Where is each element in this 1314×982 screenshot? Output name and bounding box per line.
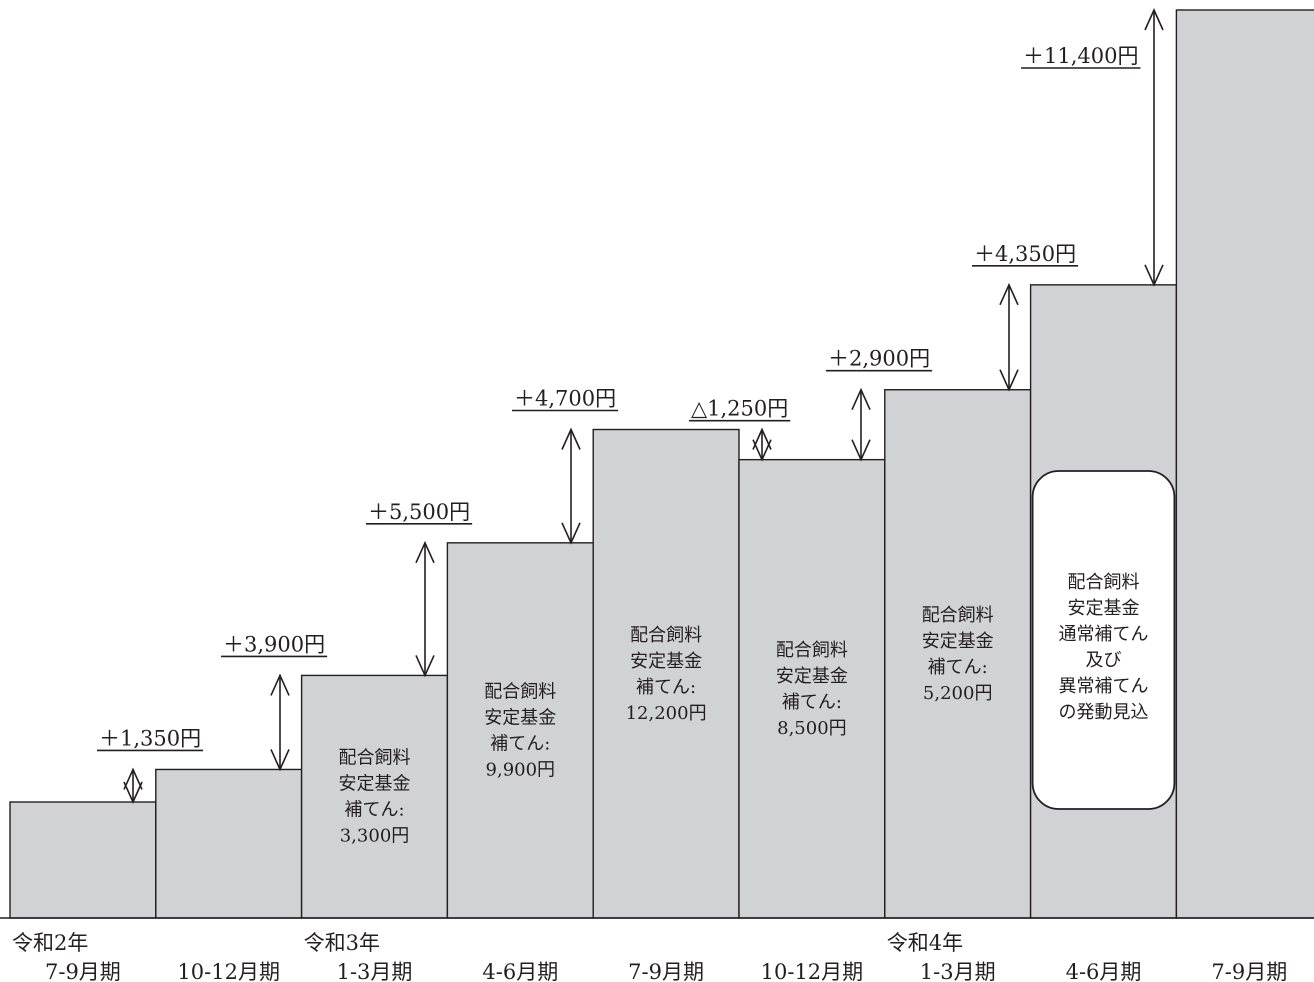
change-label-8: ＋11,400円 <box>1023 44 1138 68</box>
subsidy-text-3-3: 9,900円 <box>486 759 556 780</box>
arrow-head-up-7 <box>999 282 1019 306</box>
arrow-head-up-1 <box>123 767 143 790</box>
subsidy-text-2-0: 配合飼料 <box>339 748 411 769</box>
subsidy-text-2-3: 3,300円 <box>340 826 410 847</box>
period-label-5: 10-12月期 <box>761 960 864 982</box>
subsidy-text-3-2: 補てん: <box>490 733 550 754</box>
subsidy-text-4-2: 補てん: <box>636 677 696 698</box>
change-label-3: ＋5,500円 <box>368 500 470 524</box>
subsidy-text-3-1: 安定基金 <box>484 707 556 728</box>
arrow-head-down-4 <box>561 522 581 545</box>
arrow-head-down-7 <box>999 369 1019 392</box>
change-label-7: ＋4,350円 <box>974 242 1076 266</box>
callout-text-5: の発動見込 <box>1059 702 1149 723</box>
arrow-head-down-2 <box>270 749 290 772</box>
arrow-head-down-6 <box>851 439 871 462</box>
period-label-7: 4-6月期 <box>1066 960 1142 982</box>
subsidy-text-6-1: 安定基金 <box>922 631 994 652</box>
callout-text-1: 安定基金 <box>1068 598 1140 619</box>
bar-1 <box>155 768 303 919</box>
period-label-8: 7-9月期 <box>1211 960 1287 982</box>
year-label-6: 令和4年 <box>887 931 963 955</box>
period-label-3: 4-6月期 <box>482 960 558 982</box>
subsidy-text-2-1: 安定基金 <box>339 774 411 795</box>
period-label-2: 1-3月期 <box>337 960 413 982</box>
bar-8 <box>1175 9 1314 919</box>
subsidy-text-4-1: 安定基金 <box>630 651 702 672</box>
year-label-2: 令和3年 <box>304 931 380 955</box>
change-label-1: ＋1,350円 <box>99 726 201 750</box>
subsidy-text-4-3: 12,200円 <box>626 703 707 724</box>
arrow-head-up-5 <box>752 427 772 450</box>
arrow-head-up-2 <box>270 673 290 696</box>
period-label-1: 10-12月期 <box>177 960 280 982</box>
subsidy-text-5-2: 補てん: <box>782 692 842 713</box>
bar-4 <box>592 428 740 919</box>
arrow-head-up-8 <box>1144 8 1164 31</box>
subsidy-text-5-0: 配合飼料 <box>776 640 848 661</box>
year-label-0: 令和2年 <box>12 931 88 955</box>
callout-text-0: 配合飼料 <box>1068 572 1140 593</box>
change-label-2: ＋3,900円 <box>223 632 325 656</box>
arrow-head-down-8 <box>1144 264 1164 287</box>
subsidy-text-3-0: 配合飼料 <box>484 681 556 702</box>
arrow-head-up-6 <box>851 387 871 411</box>
subsidy-text-5-3: 8,500円 <box>777 718 847 739</box>
callout-box <box>1031 470 1176 810</box>
arrow-head-down-1 <box>123 781 143 804</box>
change-label-6: ＋2,900円 <box>828 347 930 371</box>
arrow-head-down-3 <box>415 655 435 678</box>
arrow-head-up-4 <box>561 427 581 450</box>
change-label-5: △1,250円 <box>691 397 788 421</box>
period-label-6: 1-3月期 <box>920 960 996 982</box>
callout-text-2: 通常補てん <box>1059 624 1149 645</box>
bar-3 <box>446 542 594 919</box>
callout-text-4: 異常補てん <box>1059 676 1149 697</box>
subsidy-text-6-0: 配合飼料 <box>922 605 994 626</box>
subsidy-text-4-0: 配合飼料 <box>630 625 702 646</box>
period-label-4: 7-9月期 <box>628 960 704 982</box>
subsidy-text-6-2: 補てん: <box>928 657 988 678</box>
callout-text-3: 及び <box>1086 650 1122 671</box>
bar-5 <box>738 458 886 919</box>
bar-2 <box>300 674 449 919</box>
subsidy-text-6-3: 5,200円 <box>923 683 993 704</box>
arrow-head-down-5 <box>752 439 772 462</box>
change-label-4: ＋4,700円 <box>514 387 616 411</box>
bar-0 <box>9 801 157 919</box>
period-label-0: 7-9月期 <box>45 960 121 982</box>
subsidy-text-2-2: 補てん: <box>344 800 404 821</box>
arrow-head-up-3 <box>415 540 435 564</box>
bar-6 <box>884 389 1032 919</box>
subsidy-text-5-1: 安定基金 <box>776 666 848 687</box>
